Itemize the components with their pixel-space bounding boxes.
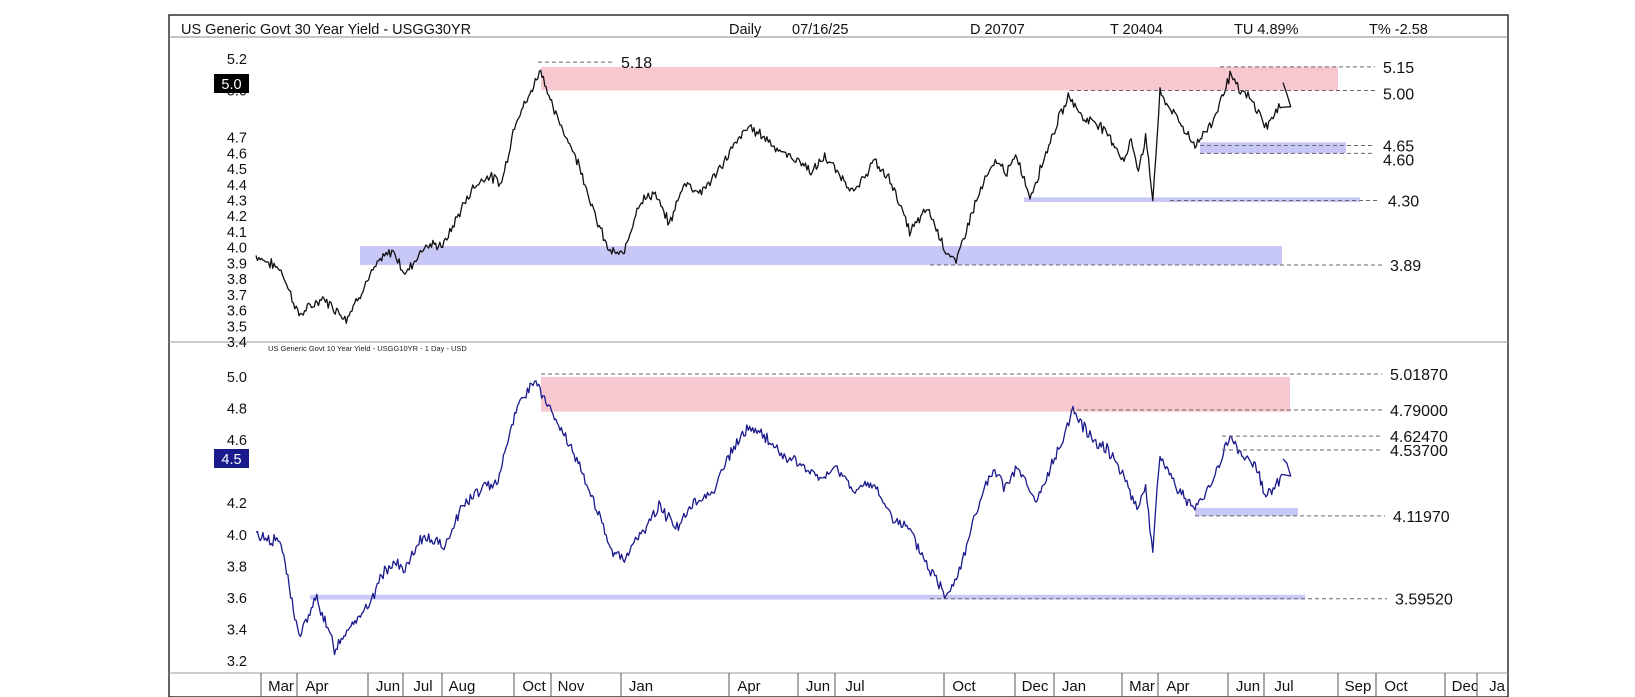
x-tick-label: Dec: [1022, 678, 1049, 695]
x-tick-label: Sep: [1345, 678, 1372, 695]
x-tick-label: Jun: [376, 678, 400, 695]
last-value-badge: [214, 449, 249, 468]
x-tick-label: Jan: [629, 678, 653, 695]
level-label: 4.53700: [1390, 443, 1448, 460]
level-label: 4.30: [1388, 194, 1419, 211]
chart-title: US Generic Govt 30 Year Yield - USGG30YR: [181, 22, 471, 38]
y-tick-label: 4.6: [227, 433, 247, 449]
level-label: 3.59520: [1395, 592, 1453, 609]
level-label: 5.01870: [1390, 367, 1448, 384]
level-label: 4.65: [1383, 138, 1414, 155]
yield-series-line: [255, 69, 1292, 324]
support-zone: [1024, 197, 1360, 203]
level-label: 4.60: [1383, 152, 1414, 169]
y-tick-label: 4.8: [227, 401, 247, 417]
level-label: 4.62470: [1390, 429, 1448, 446]
y-tick-label: 4.2: [227, 496, 247, 512]
x-tick-label: Nov: [558, 678, 585, 695]
x-axis: Mar Apr Jun Jul Aug Oct Nov Jan Apr Jun Jul Oct Dec J…: [260, 673, 1506, 697]
x-tick-label: Oct: [522, 678, 546, 695]
x-tick-label: Jun: [806, 678, 830, 695]
x-tick-label: Apr: [737, 678, 760, 695]
level-label: 4.11970: [1393, 509, 1450, 526]
support-zone: [360, 246, 1282, 265]
yield-series-line: [255, 380, 1292, 656]
date-label: 07/16/25: [792, 22, 848, 38]
d-stat: D 20707: [970, 22, 1025, 38]
tpct-stat: T% -2.58: [1369, 22, 1428, 38]
x-tick-label: Jul: [1274, 678, 1293, 695]
x-tick-label: Mar: [1129, 678, 1155, 695]
y-tick-label: 3.6: [227, 304, 247, 320]
t-stat: T 20404: [1110, 22, 1163, 38]
y-tick-label: 3.8: [227, 559, 247, 575]
y-tick-label: 3.5: [227, 319, 247, 335]
x-tick-label: Jul: [845, 678, 864, 695]
level-label: 5.18: [621, 55, 652, 72]
x-tick-label: Aug: [449, 678, 476, 695]
x-tick-label: Jul: [413, 678, 432, 695]
y-tick-label: 3.9: [227, 256, 247, 272]
x-tick-label: Apr: [1166, 678, 1189, 695]
y-tick-label: 4.5: [227, 162, 247, 178]
support-zone: [1200, 142, 1346, 154]
x-tick-label: Oct: [952, 678, 976, 695]
x-tick-label: Mar: [268, 678, 294, 695]
last-value-badge: [214, 74, 249, 93]
y-tick-label: 4.2: [227, 209, 247, 225]
y-tick-label: 3.7: [227, 288, 247, 304]
level-label: 5.00: [1383, 86, 1414, 103]
y-tick-label: 5.0: [227, 370, 247, 386]
x-tick-label: Jan: [1062, 678, 1086, 695]
support-zone: [1195, 507, 1298, 516]
y-tick-label: 4.1: [227, 225, 247, 241]
y-tick-label: 3.6: [227, 591, 247, 607]
y-tick-label: 4.4: [227, 178, 247, 194]
y-tick-label: 4.0: [227, 528, 247, 544]
last-value-label: 4.5: [221, 452, 241, 468]
panel-30y: 3.43.53.63.73.83.94.04.14.24.34.44.54.64…: [214, 52, 1421, 351]
panel-10y-title: US Generic Govt 10 Year Yield - USGG10YR…: [268, 344, 467, 353]
chart-frame: [168, 14, 1509, 697]
tu-stat: TU 4.89%: [1234, 22, 1299, 38]
y-tick-label: 4.3: [227, 194, 247, 210]
period-label: Daily: [729, 22, 762, 38]
y-tick-label: 3.2: [227, 654, 247, 670]
y-tick-label: 5.2: [227, 52, 247, 68]
y-tick-label: 3.8: [227, 272, 247, 288]
y-tick-label: 3.4: [227, 335, 247, 351]
y-tick-label: 4.7: [227, 131, 247, 147]
last-value-label: 5.0: [221, 77, 241, 93]
x-tick-label: Oct: [1384, 678, 1408, 695]
x-tick-label: Apr: [305, 678, 328, 695]
level-label: 5.15: [1383, 60, 1414, 77]
x-tick-label: Dec: [1452, 678, 1479, 695]
level-label: 4.79000: [1390, 403, 1448, 420]
x-tick-label: Ja: [1489, 678, 1506, 695]
support-zone: [310, 594, 1305, 600]
y-tick-label: 4.6: [227, 146, 247, 162]
y-tick-label: 4.0: [227, 241, 247, 257]
y-tick-label: 3.4: [227, 623, 247, 639]
resistance-zone: [541, 376, 1290, 412]
x-tick-label: Jun: [1236, 678, 1260, 695]
level-label: 3.89: [1390, 258, 1421, 275]
panel-10y: 3.2 3.4 3.6 3.8 4.0 4.2 4.6 4.8 5.0 5.01870 4.7900…: [214, 367, 1453, 670]
resistance-zone: [541, 66, 1338, 91]
